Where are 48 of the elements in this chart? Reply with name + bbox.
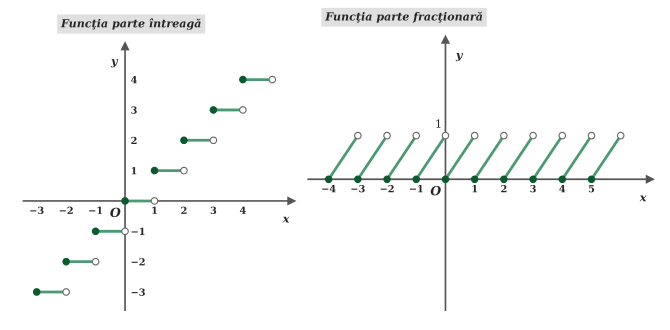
point bbox=[239, 76, 247, 84]
point bbox=[62, 258, 70, 266]
point bbox=[180, 166, 188, 174]
x-tick-label: 5 bbox=[588, 185, 594, 192]
x-tick-label: −1 bbox=[410, 184, 423, 192]
y-tick-label: 3 bbox=[131, 106, 137, 114]
x-tick-label: 1 bbox=[152, 206, 157, 214]
x-tick-label: −2 bbox=[60, 206, 73, 214]
x-tick-label: 3 bbox=[530, 184, 536, 192]
point bbox=[210, 136, 218, 144]
x-tick-label: 3 bbox=[210, 206, 216, 214]
y-axis-title: y bbox=[456, 52, 463, 62]
point bbox=[210, 106, 218, 114]
x-tick-label: −3 bbox=[30, 206, 44, 214]
y-tick-label: 4 bbox=[131, 76, 137, 84]
x-tick-label: −2 bbox=[380, 184, 394, 192]
point bbox=[121, 227, 129, 236]
point bbox=[150, 166, 158, 174]
chart-title: Funcţia parte întreagă bbox=[60, 18, 201, 30]
y-tick-label: 2 bbox=[131, 136, 136, 144]
chart-title: Funcţia parte fracţionară bbox=[325, 12, 482, 23]
point bbox=[180, 136, 188, 144]
point bbox=[62, 288, 70, 296]
y-tick-label: −3 bbox=[132, 288, 145, 296]
y-tick-label: 1 bbox=[132, 167, 136, 174]
x-axis-title: x bbox=[640, 196, 646, 202]
x-axis-title: x bbox=[282, 216, 290, 223]
point bbox=[150, 197, 158, 205]
x-tick-label: −4 bbox=[322, 184, 336, 192]
annotation: 1 bbox=[436, 119, 440, 128]
x-tick-label: 4 bbox=[240, 206, 246, 214]
point bbox=[239, 106, 247, 114]
x-tick-label: −1 bbox=[89, 206, 102, 214]
y-tick-label: −2 bbox=[132, 258, 145, 266]
x-tick-label: 1 bbox=[472, 184, 478, 192]
x-tick-label: 2 bbox=[501, 184, 506, 192]
point bbox=[32, 288, 41, 296]
text: O bbox=[430, 186, 441, 196]
y-tick-label: −1 bbox=[132, 228, 145, 235]
point bbox=[92, 258, 100, 266]
x-tick-label: 2 bbox=[181, 206, 186, 214]
x-tick-label: −3 bbox=[351, 184, 365, 192]
annotation: O bbox=[110, 208, 120, 218]
x-tick-label: 4 bbox=[559, 184, 566, 192]
y-axis-title: y bbox=[110, 59, 118, 68]
point bbox=[92, 227, 100, 236]
point bbox=[121, 197, 129, 205]
point bbox=[268, 76, 276, 84]
